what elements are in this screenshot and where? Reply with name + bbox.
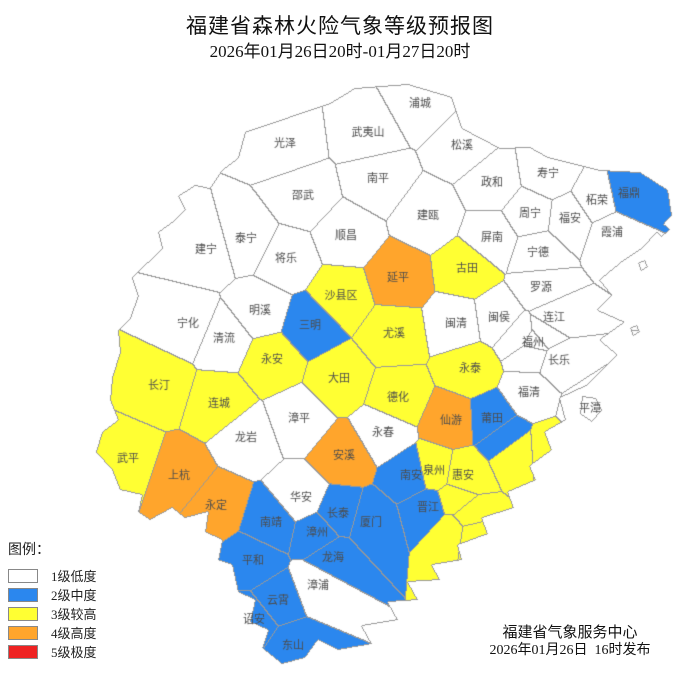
publisher-credit: 福建省气象服务中心 2026年01月26日 16时发布	[452, 624, 680, 659]
legend-item: 2级中度	[8, 585, 97, 604]
page-title: 福建省森林火险气象等级预报图	[186, 14, 494, 38]
legend-item: 3级较高	[8, 604, 97, 623]
legend-item: 1级低度	[8, 566, 97, 585]
legend-swatch	[8, 606, 38, 621]
legend-label: 2级中度	[51, 588, 97, 603]
legend-label: 5级极度	[51, 645, 97, 660]
legend-swatch	[8, 625, 38, 640]
legend-label: 3级较高	[51, 607, 97, 622]
forecast-period: 2026年01月26日20时-01月27日20时	[209, 42, 471, 61]
legend-label: 1级低度	[51, 569, 97, 584]
legend-swatch	[8, 587, 38, 602]
legend-items: 1级低度 2级中度 3级较高 4级高度 5级极度	[8, 566, 97, 661]
publisher-name: 福建省气象服务中心	[502, 625, 638, 641]
legend-label: 4级高度	[51, 626, 97, 641]
map-legend: 图例： 1级低度 2级中度 3级较高 4级高度 5级极度	[8, 539, 97, 661]
legend-swatch	[8, 644, 38, 659]
legend-item: 5级极度	[8, 642, 97, 661]
issue-time: 2026年01月26日 16时发布	[489, 643, 651, 658]
legend-item: 4级高度	[8, 623, 97, 642]
legend-title: 图例：	[8, 543, 50, 558]
legend-swatch	[8, 568, 38, 583]
